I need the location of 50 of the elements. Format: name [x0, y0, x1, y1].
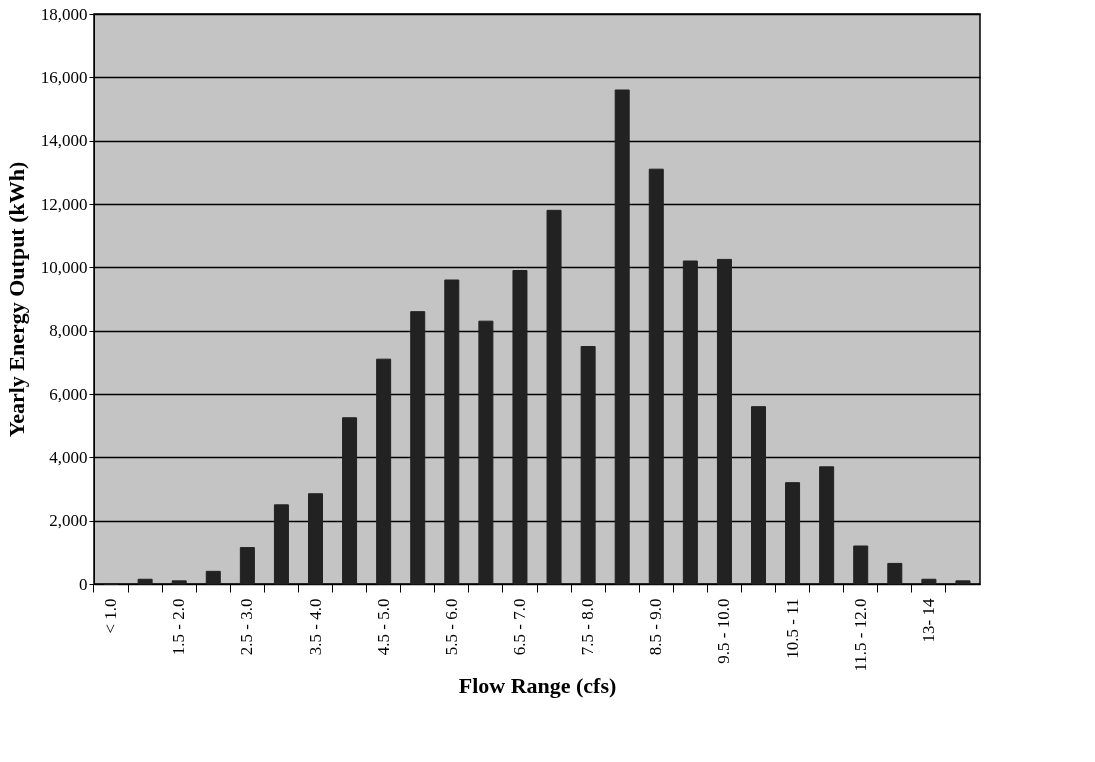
y-axis-title: Yearly Energy Output (kWh) [3, 161, 29, 438]
bar [410, 311, 426, 585]
y-tick-label: 12,000 [40, 194, 88, 214]
bar [546, 209, 562, 585]
bar [785, 482, 801, 585]
y-tick-label: 8,000 [49, 321, 88, 341]
bar [376, 358, 392, 585]
x-tick-label: 1.5 - 2.0 [169, 598, 189, 656]
bar [580, 346, 596, 585]
x-tick-label: 10.5 - 11 [782, 598, 802, 659]
bar [614, 89, 630, 585]
bar [955, 580, 971, 585]
x-tick-label: 9.5 - 10.0 [714, 598, 734, 664]
x-tick-label: < 1.0 [101, 598, 121, 634]
x-tick-label: 6.5 - 7.0 [509, 598, 529, 656]
bar [171, 580, 187, 585]
y-tick-label: 10,000 [40, 257, 88, 277]
bar [205, 570, 221, 585]
bar [239, 547, 255, 585]
bar [273, 504, 289, 585]
bar [853, 545, 869, 585]
x-tick-label: 7.5 - 8.0 [578, 598, 598, 656]
y-tick-label: 14,000 [40, 131, 88, 151]
y-tick-label: 4,000 [49, 447, 88, 467]
y-tick-label: 18,000 [40, 4, 88, 24]
y-tick-label: 2,000 [49, 511, 88, 531]
bar [751, 406, 766, 585]
bar [444, 279, 460, 585]
bar [137, 578, 153, 585]
x-tick-label: 8.5 - 9.0 [646, 598, 666, 656]
bar [819, 466, 835, 585]
y-tick-label: 6,000 [49, 384, 88, 404]
bar [921, 578, 937, 585]
bar [478, 320, 494, 585]
x-tick-label: 13- 14 [918, 598, 938, 643]
y-tick-label: 0 [79, 574, 88, 594]
x-tick-label: 5.5 - 6.0 [441, 598, 461, 656]
x-tick-label: 2.5 - 3.0 [237, 598, 257, 656]
x-tick-label: 11.5 - 12.0 [850, 598, 870, 672]
bar [648, 168, 664, 585]
bar [887, 562, 903, 585]
y-tick-label: 16,000 [40, 67, 88, 87]
bar [682, 260, 698, 585]
x-tick-label: 3.5 - 4.0 [305, 598, 325, 656]
x-axis-title: Flow Range (cfs) [458, 672, 617, 698]
bar [512, 270, 528, 585]
bar [342, 417, 358, 585]
bar [716, 258, 732, 585]
x-tick-label: 4.5 - 5.0 [373, 598, 393, 656]
bar [308, 493, 323, 585]
